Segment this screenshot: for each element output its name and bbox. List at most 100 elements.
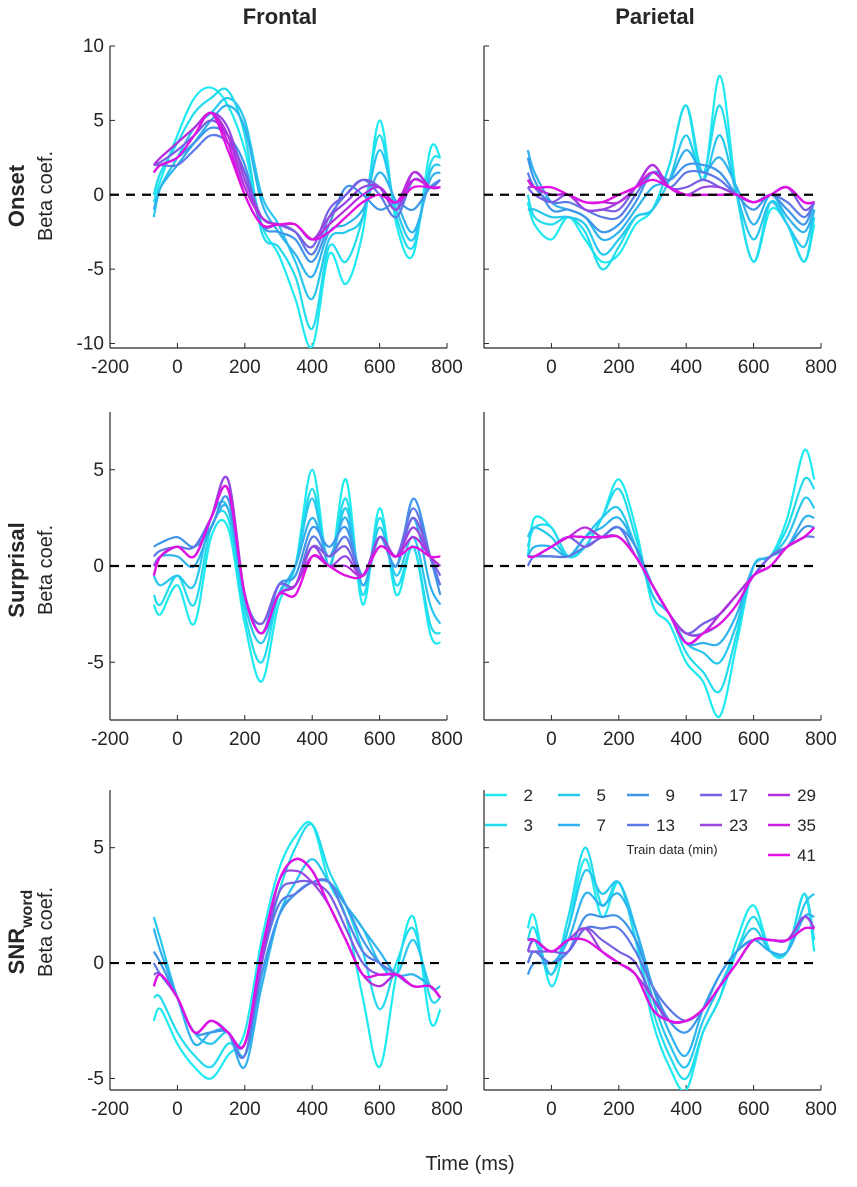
y-axis-label-surprisal: Beta coef. bbox=[35, 525, 57, 615]
series-line-41 bbox=[526, 178, 815, 205]
legend-label-2: 2 bbox=[524, 786, 533, 805]
panel-snrword-parietal: 0 200 400 600 800 bbox=[483, 790, 837, 1120]
series-line-2 bbox=[152, 468, 442, 683]
legend-label-35: 35 bbox=[797, 816, 816, 835]
series-line-17 bbox=[152, 475, 442, 626]
y-axis-label-snr: Beta coef. bbox=[35, 887, 57, 977]
x-tick-label: 400 bbox=[670, 357, 702, 378]
x-tick-label: -200 bbox=[91, 357, 129, 378]
legend-label-23: 23 bbox=[729, 816, 748, 835]
series-group bbox=[152, 468, 442, 683]
y-tick-label: 0 bbox=[93, 953, 104, 974]
legend-label-5: 5 bbox=[597, 786, 606, 805]
series-line-41 bbox=[152, 857, 442, 1050]
x-tick-label: 200 bbox=[603, 357, 635, 378]
x-tick-label: 0 bbox=[546, 357, 557, 378]
x-tick-label: 600 bbox=[738, 1099, 770, 1120]
x-tick-label: 400 bbox=[296, 1099, 328, 1120]
series-line-2 bbox=[526, 74, 816, 264]
y-tick-label: -5 bbox=[87, 259, 104, 280]
x-tick-label: 0 bbox=[172, 729, 183, 750]
x-tick-label: 600 bbox=[738, 357, 770, 378]
column-title-parietal: Parietal bbox=[615, 4, 695, 29]
y-tick-label: 5 bbox=[93, 110, 104, 131]
panel-surprisal-parietal: 0 200 400 600 800 bbox=[483, 412, 837, 750]
y-axis-label-onset: Beta coef. bbox=[35, 151, 57, 241]
x-tick-label: 200 bbox=[229, 729, 261, 750]
x-tick-label: 600 bbox=[364, 1099, 396, 1120]
x-tick-label: -200 bbox=[91, 729, 129, 750]
panel-surprisal-frontal: -5 0 5 -200 0 200 400 600 800 bbox=[87, 412, 463, 750]
x-tick-label: 400 bbox=[296, 729, 328, 750]
x-tick-label: 800 bbox=[805, 729, 837, 750]
series-group bbox=[526, 74, 816, 271]
series-group bbox=[152, 86, 442, 348]
x-tick-label: 800 bbox=[431, 729, 463, 750]
x-tick-label: 800 bbox=[431, 357, 463, 378]
x-tick-label: -200 bbox=[91, 1099, 129, 1120]
y-tick-label: 10 bbox=[83, 36, 104, 57]
row-title-onset: Onset bbox=[4, 164, 29, 227]
x-tick-label: 600 bbox=[738, 729, 770, 750]
series-line-3 bbox=[153, 822, 441, 1069]
y-tick-label: -5 bbox=[87, 1068, 104, 1089]
legend-label-9: 9 bbox=[666, 786, 675, 805]
column-title-frontal: Frontal bbox=[243, 4, 318, 29]
series-line-29 bbox=[527, 926, 815, 1024]
series-line-29 bbox=[152, 857, 442, 1050]
series-group bbox=[526, 846, 816, 1090]
x-tick-label: 200 bbox=[603, 729, 635, 750]
x-tick-label: 0 bbox=[172, 357, 183, 378]
x-tick-label: 400 bbox=[670, 1099, 702, 1120]
row-title-surprisal: Surprisal bbox=[4, 522, 29, 617]
y-tick-label: 0 bbox=[93, 185, 104, 206]
x-tick-label: 200 bbox=[229, 357, 261, 378]
series-line-35 bbox=[152, 857, 442, 1050]
y-tick-label: 5 bbox=[93, 460, 104, 481]
x-axis-label: Time (ms) bbox=[425, 1153, 514, 1175]
series-line-2 bbox=[526, 448, 816, 718]
legend-label-3: 3 bbox=[524, 816, 533, 835]
x-tick-label: 400 bbox=[296, 357, 328, 378]
x-tick-label: 0 bbox=[546, 1099, 557, 1120]
series-line-5 bbox=[152, 96, 441, 301]
y-tick-label: 5 bbox=[93, 838, 104, 859]
row-title-snr-main: SNR bbox=[4, 928, 29, 975]
x-tick-label: 600 bbox=[364, 729, 396, 750]
series-line-2 bbox=[152, 821, 442, 1080]
series-line-41 bbox=[527, 926, 815, 1024]
legend-title: Train data (min) bbox=[626, 842, 717, 857]
row-title-snr: SNRword bbox=[4, 890, 36, 975]
x-tick-label: 800 bbox=[431, 1099, 463, 1120]
legend-label-41: 41 bbox=[797, 846, 816, 865]
series-line-5 bbox=[526, 496, 816, 665]
x-tick-label: 200 bbox=[603, 1099, 635, 1120]
x-tick-label: 600 bbox=[364, 357, 396, 378]
series-line-35 bbox=[527, 926, 815, 1024]
series-line-41 bbox=[527, 526, 816, 645]
series-line-3 bbox=[526, 476, 816, 694]
panel-onset-frontal: -10 -5 0 5 10 -200 0 200 400 600 800 bbox=[77, 36, 463, 378]
legend-label-17: 17 bbox=[729, 786, 748, 805]
legend-label-7: 7 bbox=[597, 816, 606, 835]
series-group bbox=[152, 821, 442, 1080]
panel-onset-parietal: 0 200 400 600 800 bbox=[483, 45, 837, 378]
row-title-snr-subscript: word bbox=[19, 890, 36, 929]
series-line-2 bbox=[152, 86, 442, 348]
series-line-41 bbox=[152, 485, 441, 635]
panel-snrword-frontal: -5 0 5 -200 0 200 400 600 800 bbox=[87, 790, 463, 1120]
x-tick-label: 400 bbox=[670, 729, 702, 750]
y-tick-label: -5 bbox=[87, 652, 104, 673]
y-tick-label: -10 bbox=[77, 334, 104, 355]
series-line-41 bbox=[152, 111, 441, 241]
legend-label-13: 13 bbox=[656, 816, 675, 835]
y-tick-label: 0 bbox=[93, 556, 104, 577]
x-tick-label: 0 bbox=[172, 1099, 183, 1120]
x-tick-label: 800 bbox=[805, 1099, 837, 1120]
legend-label-29: 29 bbox=[797, 786, 816, 805]
series-group bbox=[526, 448, 816, 718]
x-tick-label: 0 bbox=[546, 729, 557, 750]
